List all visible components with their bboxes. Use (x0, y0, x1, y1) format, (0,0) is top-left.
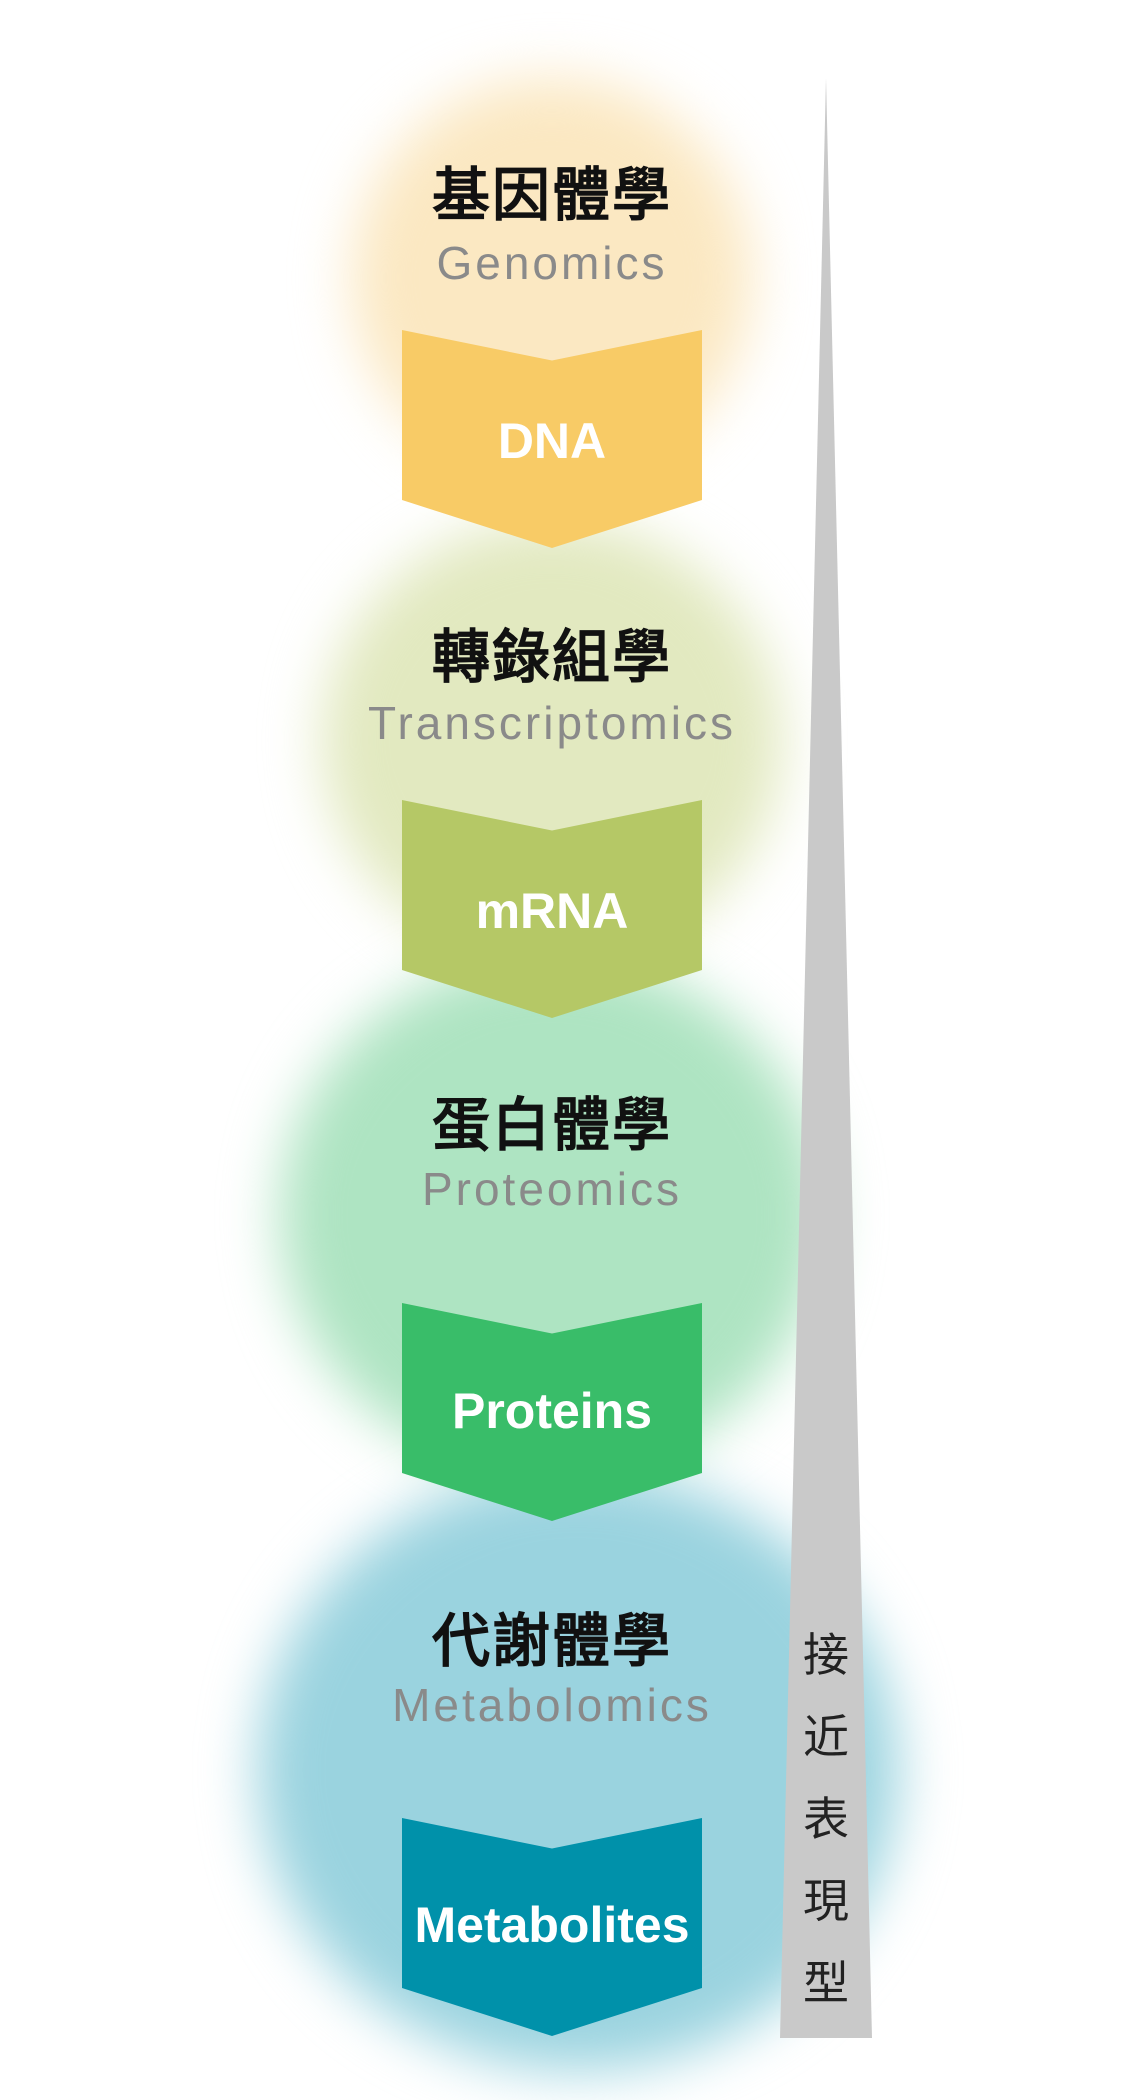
metabolites-chevron (402, 1818, 702, 2036)
stage-title-metabolomics: 代謝體學 (431, 1607, 672, 1675)
dna-chevron (402, 330, 702, 548)
phenotype-label-char-4: 現 (803, 1874, 849, 1928)
phenotype-label-char-1: 接 (803, 1628, 849, 1682)
dna-label: DNA (497, 413, 607, 469)
stage-subtitle-transcriptomics: Transcriptomics (368, 697, 736, 749)
phenotype-label-char-3: 表 (803, 1792, 849, 1846)
mrna-chevron (402, 800, 702, 1018)
phenotype-label-char-5: 型 (803, 1956, 849, 2010)
metabolites-label: Metabolites (414, 1897, 690, 1953)
stage-subtitle-metabolomics: Metabolomics (392, 1679, 712, 1731)
stage-title-proteomics: 蛋白體學 (431, 1091, 672, 1159)
proteins-chevron (402, 1303, 702, 1521)
mrna-label: mRNA (475, 883, 629, 939)
stage-subtitle-proteomics: Proteomics (421, 1163, 683, 1215)
proteins-label: Proteins (451, 1383, 653, 1439)
stage-subtitle-genomics: Genomics (436, 237, 668, 289)
phenotype-label-char-2: 近 (803, 1710, 849, 1764)
stage-title-transcriptomics: 轉錄組學 (431, 623, 672, 691)
stage-title-genomics: 基因體學 (431, 161, 672, 229)
